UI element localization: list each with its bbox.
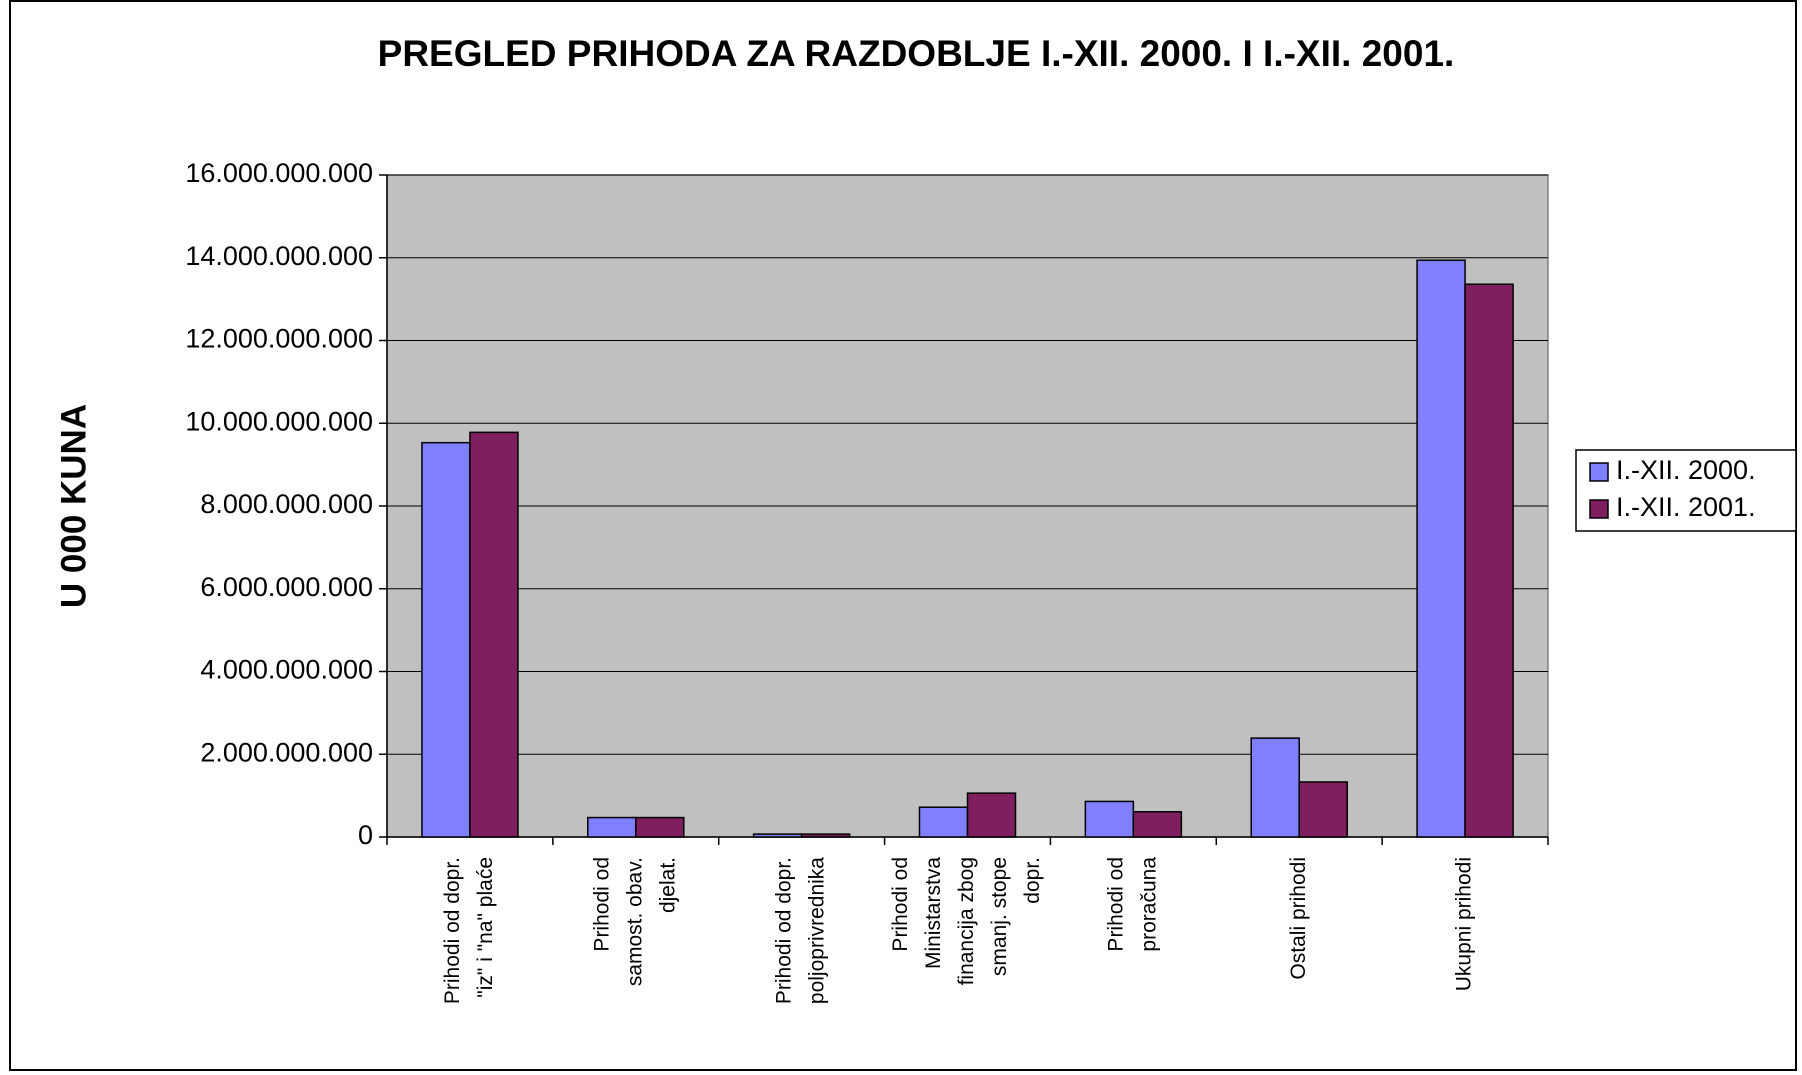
- x-tick-label: Prihodi od dopr.: [773, 857, 796, 1004]
- y-tick-label: 2.000.000.000: [200, 737, 373, 767]
- bar: [966, 792, 1017, 838]
- x-tick-label: proračuna: [1137, 857, 1160, 952]
- y-tick-label: 14.000.000.000: [185, 241, 373, 271]
- x-tick-label: poljoprivrednika: [806, 857, 829, 1004]
- bar: [1084, 800, 1135, 838]
- x-tick-label: Prihodi od: [590, 857, 613, 952]
- bar: [1416, 259, 1466, 838]
- x-tick-label: financija zbog: [955, 857, 978, 985]
- y-tick-label: 10.000.000.000: [185, 406, 373, 436]
- x-tick-label: Ukupni prihodi: [1453, 857, 1476, 991]
- x-tick-label: smanj. stope: [988, 857, 1011, 976]
- bar: [1250, 737, 1300, 838]
- bar: [469, 431, 519, 838]
- bar: [918, 806, 969, 838]
- y-tick-label: 12.000.000.000: [185, 324, 373, 354]
- bar: [1464, 283, 1514, 838]
- bar: [1298, 781, 1348, 838]
- x-tick-label: Prihodi od: [1104, 857, 1127, 952]
- chart-title: PREGLED PRIHODA ZA RAZDOBLJE I.-XII. 200…: [378, 33, 1455, 74]
- y-tick-label: 6.000.000.000: [200, 572, 373, 602]
- y-tick-label: 8.000.000.000: [200, 489, 373, 519]
- x-tick-label: samost. obav.: [623, 857, 646, 986]
- x-tick-label: "iz" i "na" plaće: [474, 857, 497, 998]
- y-tick-label: 4.000.000.000: [200, 655, 373, 685]
- legend-label: I.-XII. 2000.: [1616, 455, 1756, 485]
- legend-swatch: [1589, 462, 1609, 482]
- bar: [1132, 811, 1183, 838]
- y-axis-label: U 000 KUNA: [54, 404, 93, 608]
- x-tick-label: dopr.: [1021, 857, 1044, 904]
- bar: [587, 816, 637, 838]
- y-tick-label: 0: [358, 820, 373, 850]
- legend-swatch: [1589, 499, 1609, 519]
- x-tick-label: Ostali prihodi: [1287, 857, 1310, 980]
- y-tick-label: 16.000.000.000: [185, 158, 373, 188]
- x-tick-label: Prihodi od dopr.: [441, 857, 464, 1004]
- legend-box: [1575, 449, 1797, 532]
- bar: [752, 833, 803, 838]
- x-tick-label: Prihodi od: [889, 857, 912, 952]
- bar: [635, 816, 685, 838]
- bar: [421, 441, 471, 838]
- bar: [800, 833, 851, 838]
- x-tick-label: Ministarstva: [922, 857, 945, 969]
- legend-label: I.-XII. 2001.: [1616, 492, 1756, 522]
- x-tick-label: djelat.: [656, 857, 679, 913]
